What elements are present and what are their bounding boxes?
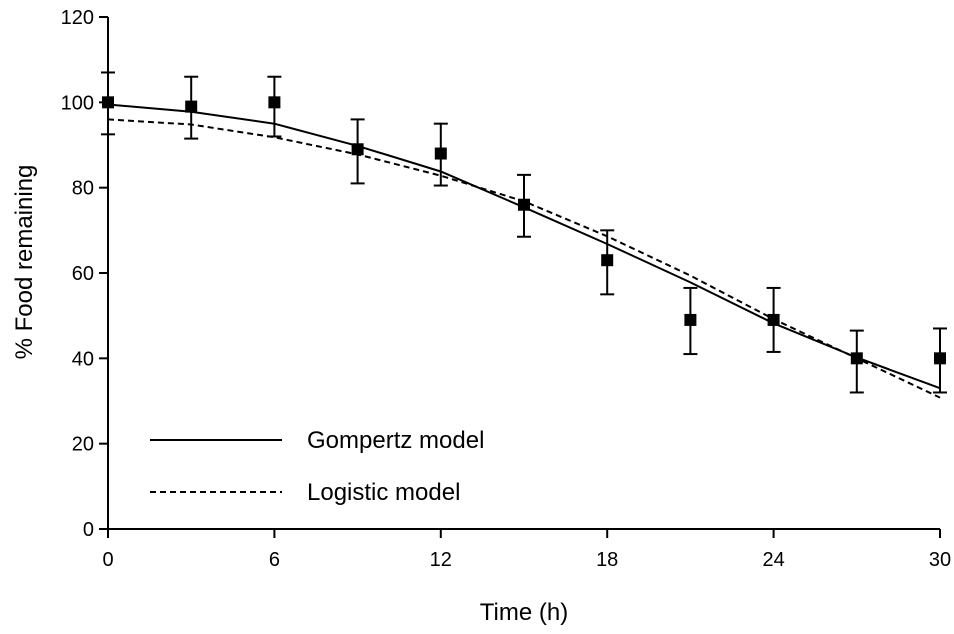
x-tick-label: 0 [102, 549, 113, 571]
y-axis-title: % Food remaining [11, 165, 38, 360]
data-point [102, 96, 114, 109]
y-tick-label: 120 [61, 7, 94, 29]
x-tick-label: 24 [762, 549, 784, 571]
legend-label-logistic: Logistic model [307, 479, 460, 506]
y-tick-label: 80 [72, 178, 94, 200]
data-point [518, 198, 530, 211]
y-tick-label: 60 [72, 263, 94, 285]
data-point [767, 313, 780, 326]
data-point [934, 352, 946, 365]
logistic-model-line [107, 118, 941, 399]
y-ticks: 0 20 40 60 80 100 120 [61, 7, 108, 541]
data-point [601, 254, 614, 267]
error-bars [101, 71, 947, 394]
data-points [102, 96, 946, 365]
data-point [434, 147, 447, 160]
data-point [351, 143, 364, 156]
x-tick-label: 6 [269, 549, 280, 571]
x-axis-title: Time (h) [480, 599, 568, 626]
gompertz-model-line [107, 103, 941, 390]
y-tick-label: 20 [72, 434, 94, 456]
data-point [268, 96, 281, 109]
legend-label-gompertz: Gompertz model [307, 427, 484, 454]
data-point [185, 100, 198, 113]
legend: Gompertz model Logistic model [150, 427, 484, 506]
y-tick-label: 100 [61, 92, 94, 114]
x-tick-label: 30 [929, 549, 951, 571]
y-tick-label: 0 [83, 519, 94, 541]
x-tick-label: 12 [430, 549, 452, 571]
axes [107, 17, 940, 530]
x-tick-label: 18 [596, 549, 618, 571]
y-tick-label: 40 [72, 348, 94, 370]
x-ticks: 0 6 12 18 24 30 [102, 529, 951, 571]
model-lines [107, 103, 941, 399]
data-point [850, 352, 863, 365]
data-point [684, 313, 697, 326]
